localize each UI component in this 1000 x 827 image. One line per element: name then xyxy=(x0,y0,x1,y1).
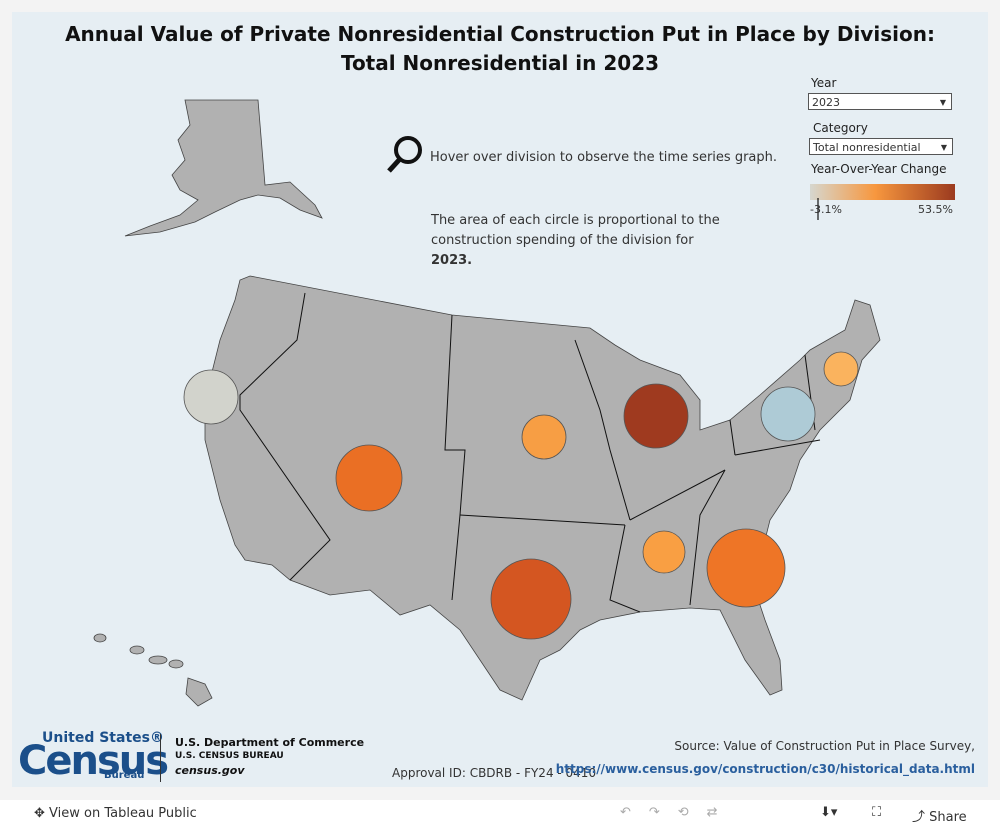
map-layer xyxy=(93,99,955,707)
logo-divider xyxy=(160,734,161,782)
us-mainland xyxy=(204,275,881,701)
division-borders xyxy=(239,292,821,613)
filter-label: Category xyxy=(813,121,868,135)
download[interactable]: ⬇▾ xyxy=(820,805,838,820)
fullscreen[interactable]: ⛶ xyxy=(872,805,882,820)
circle-west-north-central[interactable] xyxy=(521,414,567,460)
area-note: The area of each circle is proportional … xyxy=(431,211,731,271)
legend-max: 53.5% xyxy=(918,203,953,216)
legend-gradient xyxy=(810,184,955,200)
hover-note: Hover over division to observe the time … xyxy=(430,150,778,165)
legend-min: -3.1% xyxy=(810,203,842,216)
share[interactable]: ⤴ Share xyxy=(912,810,967,825)
title-line: Annual Value of Private Nonresidential C… xyxy=(65,22,935,46)
area-text: The area of each circle is proportional … xyxy=(431,213,720,248)
magnifier-icon xyxy=(387,136,422,173)
share-text: Share xyxy=(929,810,967,825)
hawaii xyxy=(93,633,213,707)
approval-id: Approval ID: CBDRB - FY24 - 0410 xyxy=(392,766,597,780)
filter-label: Year xyxy=(811,76,837,90)
logo-bureau: Bureau xyxy=(104,770,145,781)
logo-main: Census xyxy=(18,738,169,784)
undo-redo: ↶↷⟲⇄ xyxy=(620,805,736,820)
year-dropdown[interactable]: 2023 xyxy=(808,93,952,111)
map xyxy=(93,99,955,707)
legend-title: Year-Over-Year Change xyxy=(811,162,947,176)
circle-south-atlantic[interactable] xyxy=(706,528,786,608)
circle-middle-atlantic[interactable] xyxy=(760,386,816,442)
circle-east-south-central[interactable] xyxy=(642,530,686,574)
circle-new-england[interactable] xyxy=(823,351,859,387)
division-circles xyxy=(183,351,859,640)
census-site: census.gov xyxy=(175,764,245,777)
circle-pacific[interactable] xyxy=(183,369,239,425)
dashboard: Annual Value of Private Nonresidential C… xyxy=(12,12,988,787)
view-on-tableau[interactable]: ✥ View on Tableau Public xyxy=(34,806,197,821)
category-dropdown[interactable]: Total nonresidential xyxy=(809,138,953,156)
source-link[interactable]: https://www.census.gov/construction/c30/… xyxy=(555,762,975,776)
logo-top: United States® xyxy=(42,730,164,746)
circle-mountain[interactable] xyxy=(335,444,403,512)
area-year: 2023. xyxy=(431,253,473,268)
title-line: Total Nonresidential in 2023 xyxy=(340,51,660,75)
source: Source: Value of Construction Put in Pla… xyxy=(674,739,975,753)
toolbar: ✥ View on Tableau Public ↶↷⟲⇄ ⬇▾ ⛶ ⤴ Sha… xyxy=(0,800,1000,827)
circle-west-south-central[interactable] xyxy=(490,558,572,640)
dept-name: U.S. Department of Commerce xyxy=(175,736,365,749)
view-text: View on Tableau Public xyxy=(49,806,197,821)
bureau-name: U.S. CENSUS BUREAU xyxy=(175,751,284,761)
circle-east-north-central[interactable] xyxy=(623,383,689,449)
alaska xyxy=(124,99,323,237)
